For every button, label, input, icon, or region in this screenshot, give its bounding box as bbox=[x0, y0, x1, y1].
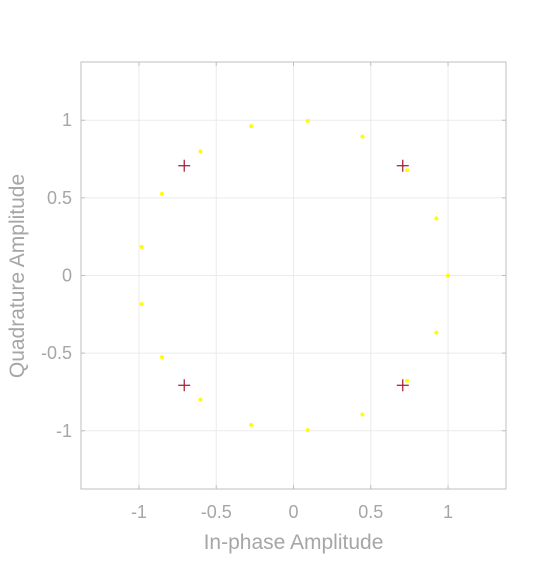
axis-ticks bbox=[81, 62, 506, 489]
x-tick-label: 0 bbox=[288, 502, 298, 522]
sample-point bbox=[405, 378, 410, 383]
sample-point bbox=[434, 330, 439, 335]
grid-lines bbox=[81, 62, 506, 489]
sample-point bbox=[159, 191, 164, 196]
sample-point bbox=[405, 168, 410, 173]
reference-point-marker bbox=[178, 379, 191, 392]
x-tick-label: -0.5 bbox=[201, 502, 232, 522]
sample-point bbox=[139, 244, 144, 249]
tick-labels: -1 -0.5 0 0.5 1 1 0.5 0 -0.5 -1 bbox=[41, 110, 453, 522]
y-tick-label: 0 bbox=[62, 266, 72, 286]
reference-point-marker bbox=[396, 159, 409, 172]
x-tick-label: -1 bbox=[131, 502, 147, 522]
sample-point bbox=[305, 428, 310, 433]
sample-point bbox=[434, 216, 439, 221]
y-tick-label: -1 bbox=[56, 421, 72, 441]
sample-point bbox=[198, 397, 203, 402]
y-axis-label: Quadrature Amplitude bbox=[6, 174, 29, 378]
y-tick-label: -0.5 bbox=[41, 343, 72, 363]
sample-point bbox=[198, 149, 203, 154]
sample-point bbox=[249, 422, 254, 427]
plot-frame bbox=[80, 61, 507, 490]
y-tick-label: 0.5 bbox=[47, 188, 72, 208]
sample-point bbox=[249, 124, 254, 129]
data-points bbox=[139, 118, 451, 433]
y-tick-label: 1 bbox=[62, 110, 72, 130]
reference-point-marker bbox=[178, 159, 191, 172]
x-axis-label: In-phase Amplitude bbox=[204, 531, 384, 554]
reference-point-marker bbox=[396, 379, 409, 392]
sample-point bbox=[139, 302, 144, 307]
x-tick-label: 0.5 bbox=[358, 502, 383, 522]
sample-point bbox=[360, 134, 365, 139]
sample-point bbox=[159, 355, 164, 360]
sample-point bbox=[360, 412, 365, 417]
sample-point bbox=[446, 273, 451, 278]
sample-point bbox=[305, 118, 310, 123]
x-tick-label: 1 bbox=[443, 502, 453, 522]
